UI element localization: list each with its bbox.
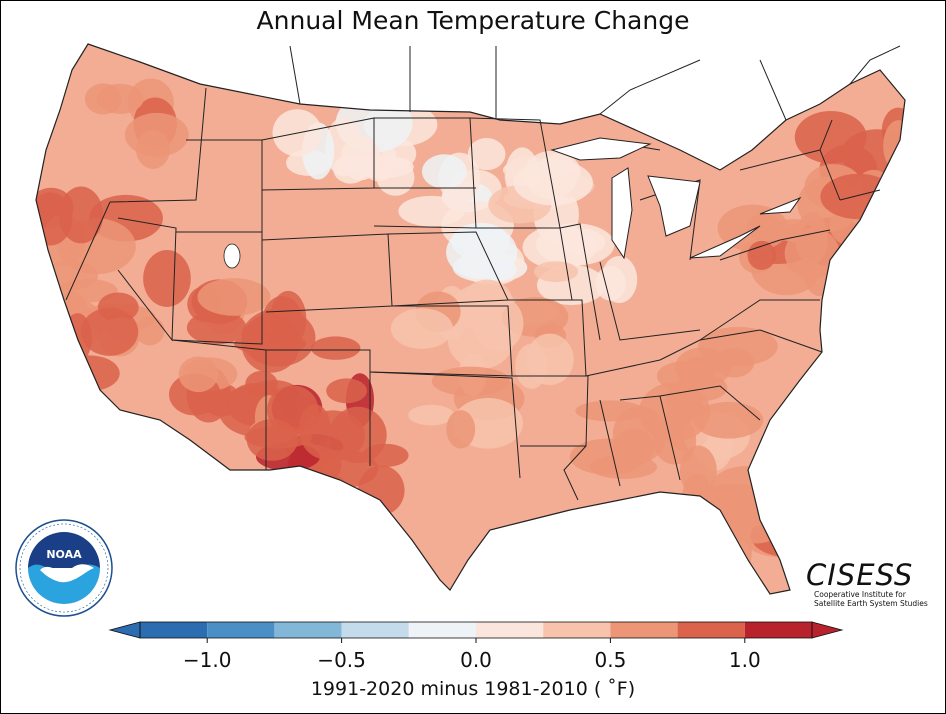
anomaly-patch-southeast (693, 401, 764, 439)
anomaly-patch-northeast (795, 211, 828, 265)
great-lakes (550, 137, 802, 260)
state-borders (65, 87, 881, 501)
colorbar-extend-high (811, 621, 844, 639)
anomaly-patch-northeast (746, 213, 781, 242)
anomaly-patch-northern-plains (421, 154, 467, 189)
anomaly-patch-northern-plains (333, 154, 369, 184)
anomaly-patch-central (390, 308, 453, 349)
anomaly-patch-northern-plains (398, 195, 465, 227)
anomaly-patch-texas-west (326, 378, 367, 404)
anomaly-patch-northeast (794, 110, 867, 164)
colorbar-tick-label: −0.5 (317, 648, 366, 672)
anomaly-patch-texas-west (300, 410, 366, 462)
anomaly-patch-southwest (143, 250, 191, 307)
colorbar-bin-2 (274, 622, 342, 638)
cisess-logo-line1: Cooperative Institute for (814, 590, 906, 599)
anomaly-patch-southeast (575, 400, 645, 422)
anomaly-patch-southwest (310, 336, 361, 360)
cisess-logo-name: CISESS (806, 558, 914, 592)
colorbar-border (139, 621, 813, 639)
colorbar-bin-9 (744, 622, 812, 638)
colorbar-bin-1 (207, 622, 275, 638)
canada-borders (289, 45, 901, 121)
anomaly-patch-west-coast (80, 307, 139, 356)
colorbar-bin-4 (408, 622, 476, 638)
anomaly-patch-southwest (197, 278, 271, 316)
anomaly-patch-central (446, 410, 476, 449)
noaa-logo: NOAA (14, 518, 114, 618)
anomaly-patch-upper-midwest (557, 228, 606, 256)
anomaly-patch-central (408, 404, 455, 426)
colorbar-tick-label: −1.0 (182, 648, 232, 672)
anomaly-patch-northern-plains (446, 225, 518, 280)
colorbar-bin-5 (476, 622, 544, 638)
us-outline (35, 43, 906, 595)
anomaly-patch-west-coast (135, 316, 165, 346)
colorbar-bin-7 (610, 622, 678, 638)
noaa-logo-text: NOAA (46, 548, 82, 561)
colorbar-bin-8 (677, 622, 745, 638)
anomaly-patch-central (473, 295, 524, 352)
cisess-logo-line2: Satellite Earth System Studies (814, 599, 928, 608)
colorbar-tick-label: 0.0 (460, 648, 492, 672)
colorbar-bin-0 (140, 622, 208, 638)
colorbar-caption: 1991-2020 minus 1981-2010 ( ˚F) (310, 678, 636, 700)
anomaly-patch-southwest (178, 356, 219, 393)
anomaly-patch-southeast (682, 356, 719, 378)
colorbar-tick-label: 1.0 (728, 648, 761, 672)
anomaly-patch-upper-midwest (467, 138, 506, 171)
anomaly-patch-west-coast (84, 83, 122, 115)
anomaly-patch-upper-midwest (533, 261, 579, 283)
anomaly-patch-southeast (676, 374, 728, 402)
anomaly-patch-central (525, 333, 574, 386)
cisess-logo: CISESS Cooperative Institute for Satelli… (806, 560, 936, 608)
colorbar-extend-low (108, 621, 141, 639)
anomaly-patch-southeast (589, 455, 658, 479)
anomaly-patch-texas-west (246, 418, 298, 461)
anomaly-patch-southwest (270, 290, 307, 348)
anomaly-patch-west-coast (136, 130, 170, 169)
great-salt-lake (223, 243, 241, 269)
colorbar-bin-3 (341, 622, 409, 638)
colorbar-tick-label: 0.5 (594, 648, 627, 672)
colorbar-bin-6 (543, 622, 611, 638)
anomaly-patch-upper-midwest (601, 255, 638, 304)
anomaly-patch-northern-plains (376, 158, 415, 196)
anomaly-patch-upper-midwest (513, 160, 593, 206)
map-title: Annual Mean Temperature Change (256, 6, 690, 35)
